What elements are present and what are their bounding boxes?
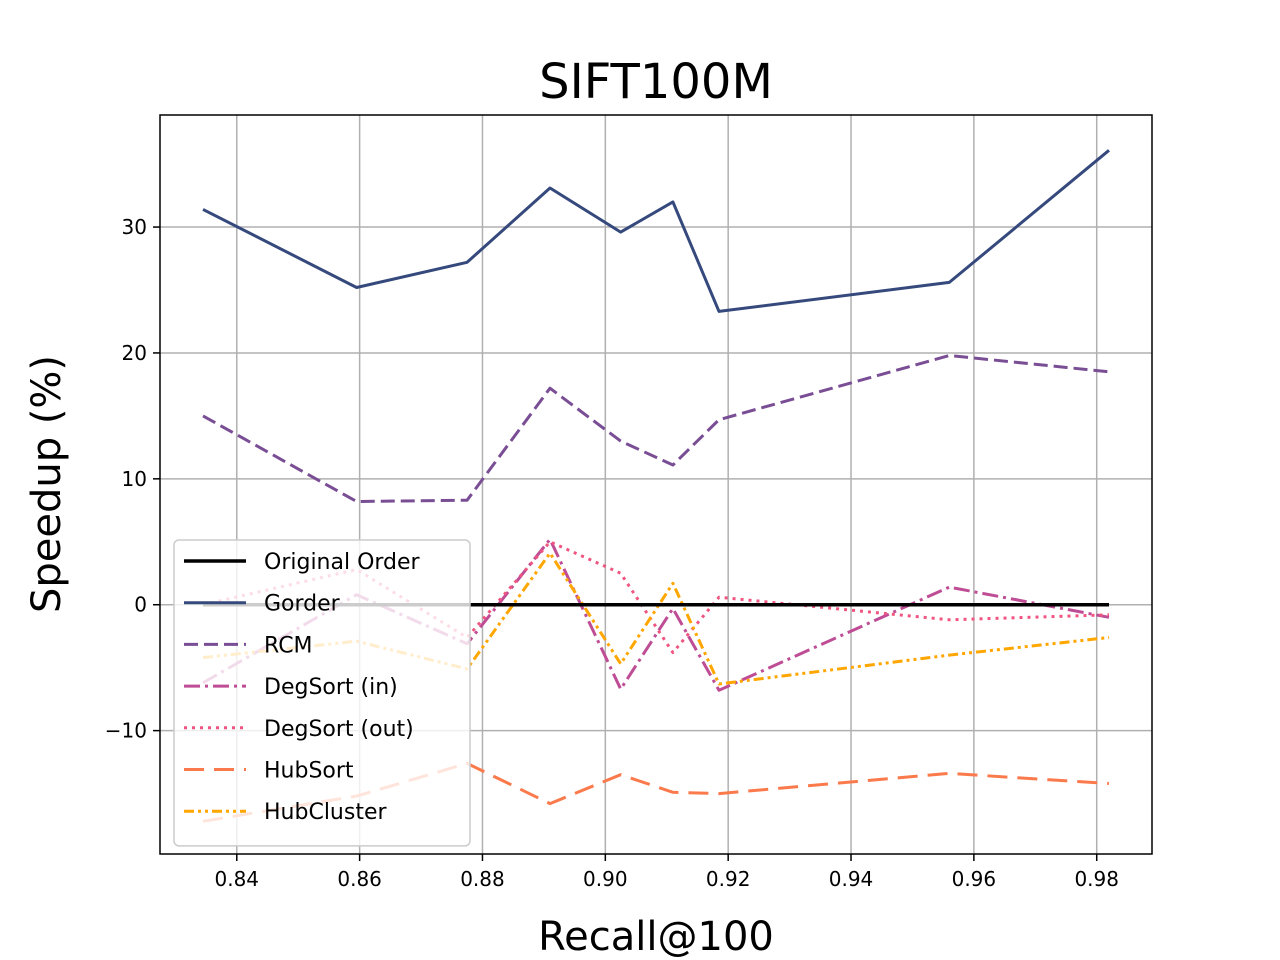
legend-label: HubSort [264,759,354,784]
y-tick-label: −10 [105,719,147,743]
x-tick-label: 0.98 [1074,867,1119,891]
plot-frame [159,114,1153,855]
x-tick-label: 0.86 [337,867,382,891]
legend-label: Original Order [264,550,421,575]
legend-label: DegSort (out) [264,717,414,742]
legend-label: HubCluster [264,800,387,825]
series-line-1 [202,149,1110,313]
y-tick-label: 10 [122,467,147,491]
legend-label: DegSort (in) [264,675,398,700]
y-tick-label: 0 [134,593,147,617]
y-axis-label: Speedup (%) [24,355,70,613]
series-line-6 [202,551,1110,686]
x-tick-label: 0.84 [215,867,260,891]
x-tick-label: 0.88 [460,867,505,891]
y-tick-label: 30 [122,215,147,239]
x-tick-label: 0.92 [706,867,751,891]
x-axis-ticks: 0.84 0.86 0.88 0.90 0.92 0.94 0.96 0.98 [215,854,1119,891]
x-tick-label: 0.90 [583,867,628,891]
legend-label: Gorder [264,592,341,617]
x-tick-label: 0.94 [829,867,874,891]
series-line-2 [202,354,1110,503]
y-tick-label: 20 [122,341,147,365]
x-axis-label: Recall@100 [538,914,774,960]
y-axis-ticks: −10 0 10 20 30 [105,215,160,743]
chart-title: SIFT100M [539,54,773,110]
legend-box [173,539,471,847]
legend: Original Order Gorder RCM DegSort (in) DegSo… [173,539,471,847]
x-tick-label: 0.96 [952,867,997,891]
legend-label: RCM [264,633,313,658]
